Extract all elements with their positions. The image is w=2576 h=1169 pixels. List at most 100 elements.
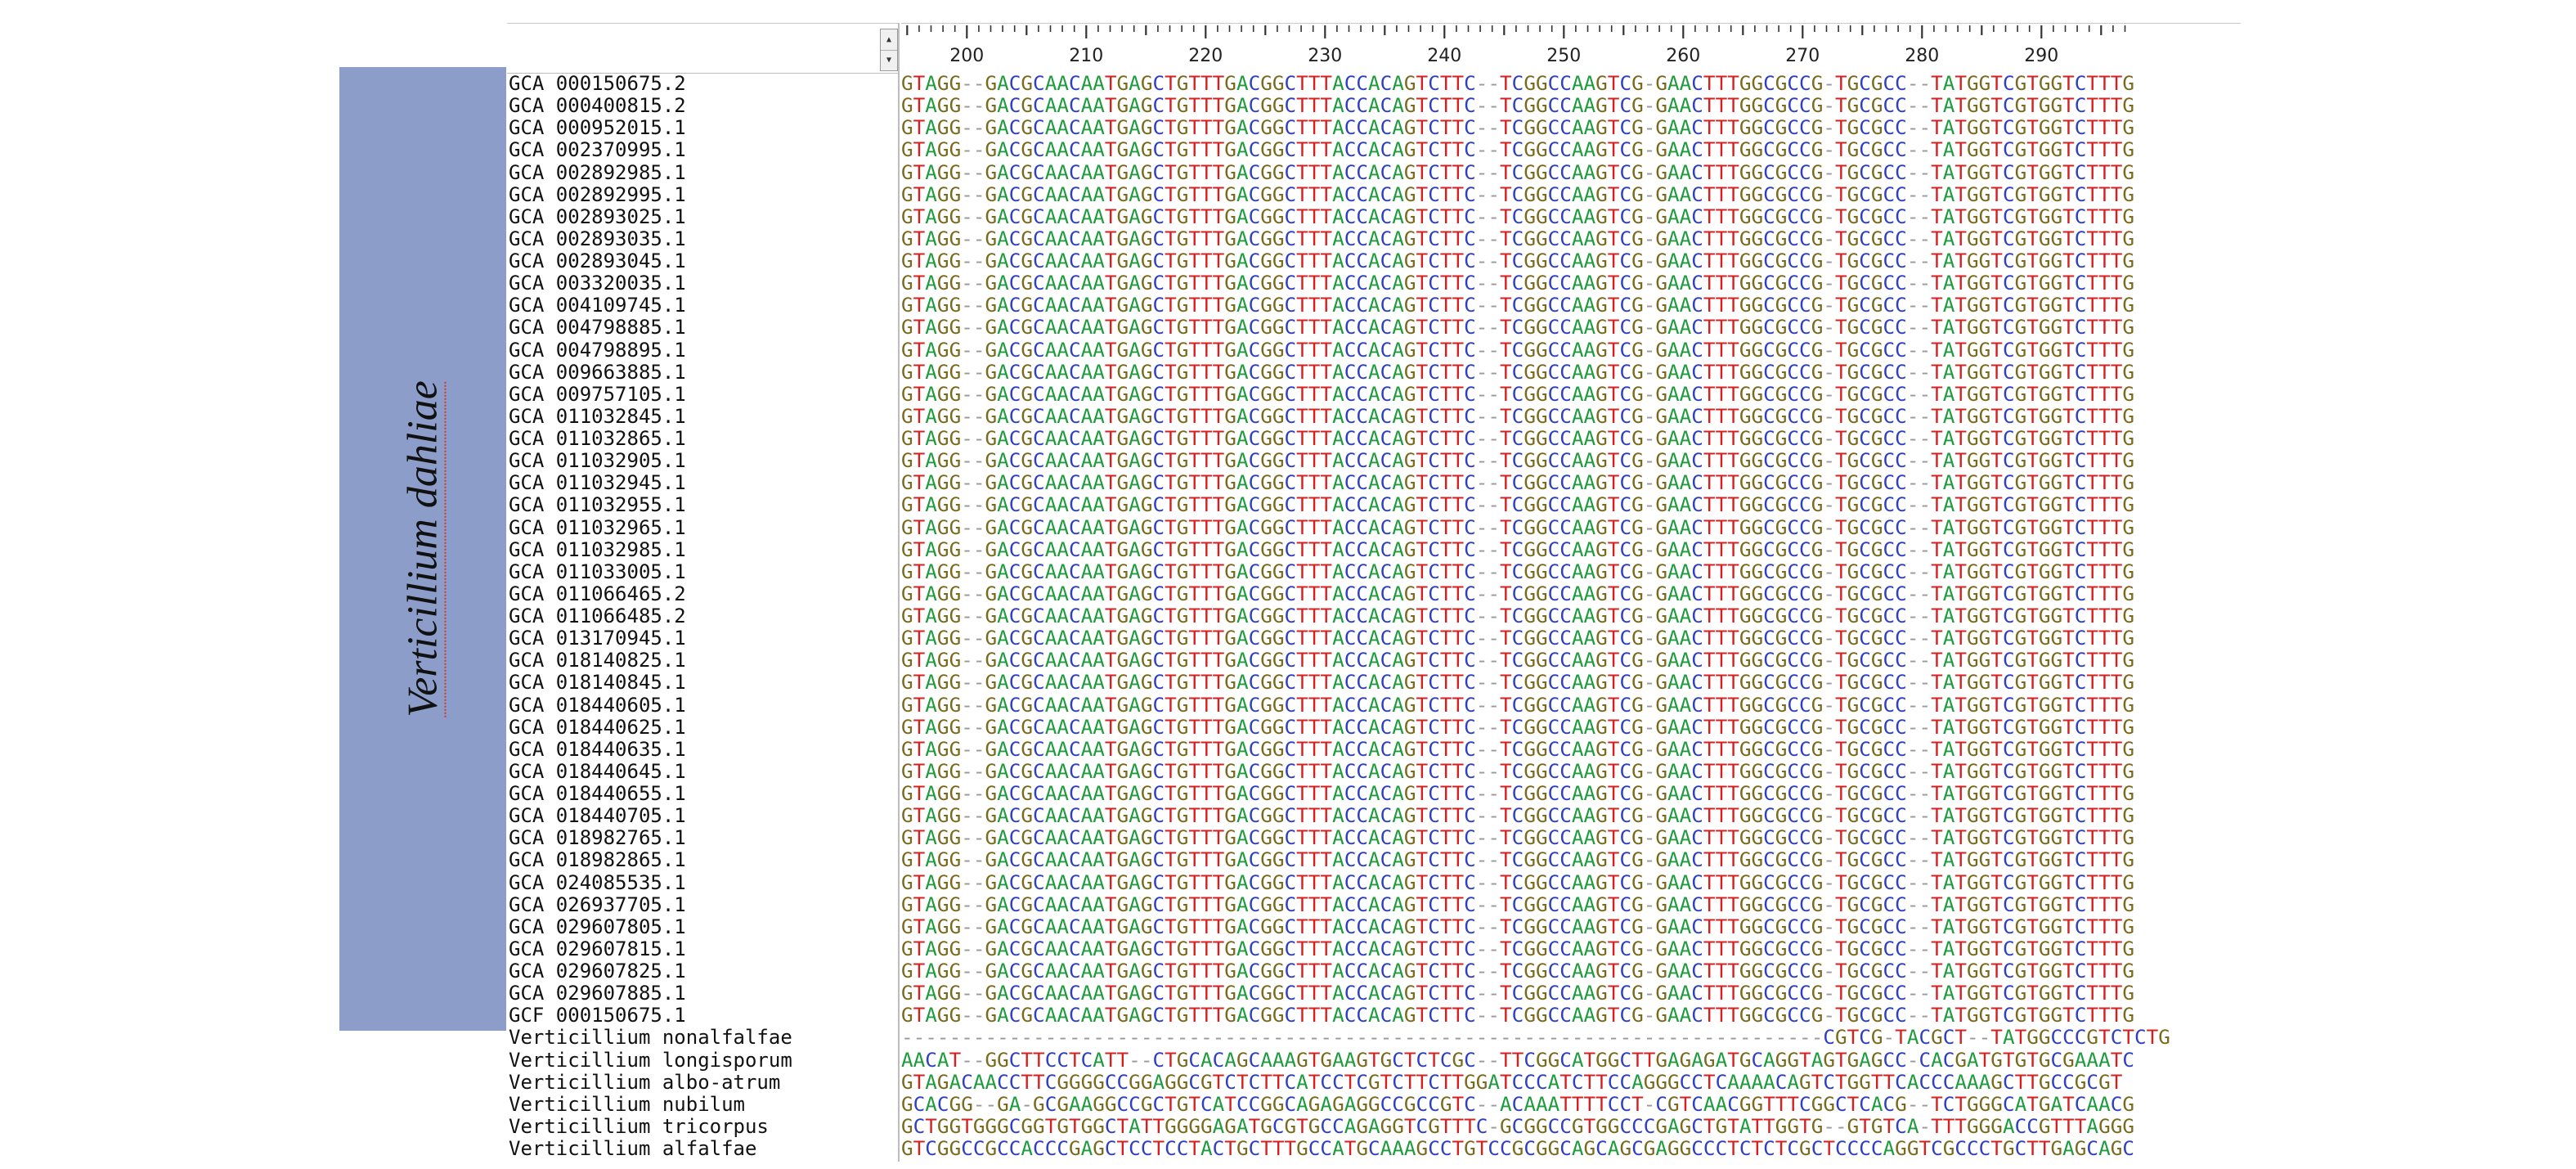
- alignment-row[interactable]: GTAGG--GACGCAACAATGAGCTGTTTGACGGCTTTACCA…: [901, 471, 2134, 494]
- alignment-row[interactable]: GTAGG--GACGCAACAATGAGCTGTTTGACGGCTTTACCA…: [901, 627, 2134, 650]
- alignment-row[interactable]: ----------------------------------------…: [901, 1026, 2170, 1049]
- alignment-row[interactable]: GCTGGTGGGCGGTGTGGCTATTGGGGAGATGCGTGCCAGA…: [901, 1114, 2134, 1137]
- sequence-name[interactable]: GCA 009757105.1: [509, 383, 686, 406]
- sequence-name[interactable]: GCA 018440605.1: [509, 694, 686, 717]
- scroll-up-arrow-icon[interactable]: ▲: [881, 29, 897, 51]
- alignment-row[interactable]: GTAGG--GACGCAACAATGAGCTGTTTGACGGCTTTACCA…: [901, 272, 2134, 294]
- sequence-name[interactable]: GCA 002892995.1: [509, 183, 686, 206]
- alignment-row[interactable]: AACAT--GGCTTCCTCATT--CTGCACAGCAAAGTGAAGT…: [901, 1048, 2134, 1071]
- sequence-name[interactable]: GCA 004798885.1: [509, 317, 686, 339]
- sequence-name[interactable]: GCA 013170945.1: [509, 627, 686, 650]
- panel-divider[interactable]: [898, 23, 900, 1162]
- sequence-name[interactable]: GCA 011032955.1: [509, 494, 686, 517]
- alignment-row[interactable]: GTAGG--GACGCAACAATGAGCTGTTTGACGGCTTTACCA…: [901, 804, 2134, 827]
- alignment-row[interactable]: GTAGG--GACGCAACAATGAGCTGTTTGACGGCTTTACCA…: [901, 493, 2134, 516]
- sequence-name[interactable]: GCA 004798895.1: [509, 339, 686, 362]
- alignment-row[interactable]: GTAGG--GACGCAACAATGAGCTGTTTGACGGCTTTACCA…: [901, 582, 2134, 605]
- alignment-panel[interactable]: GTAGG--GACGCAACAATGAGCTGTTTGACGGCTTTACCA…: [901, 72, 2241, 1162]
- alignment-row[interactable]: GTAGG--GACGCAACAATGAGCTGTTTGACGGCTTTACCA…: [901, 826, 2134, 849]
- alignment-row[interactable]: GTAGG--GACGCAACAATGAGCTGTTTGACGGCTTTACCA…: [901, 427, 2134, 450]
- alignment-row[interactable]: GTAGG--GACGCAACAATGAGCTGTTTGACGGCTTTACCA…: [901, 782, 2134, 805]
- sequence-name[interactable]: GCA 026937705.1: [509, 893, 686, 916]
- sequence-name[interactable]: Verticillium tricorpus: [509, 1115, 769, 1138]
- alignment-row[interactable]: GTAGG--GACGCAACAATGAGCTGTTTGACGGCTTTACCA…: [901, 1004, 2134, 1027]
- alignment-row[interactable]: GTAGG--GACGCAACAATGAGCTGTTTGACGGCTTTACCA…: [901, 693, 2134, 716]
- alignment-row[interactable]: GTAGG--GACGCAACAATGAGCTGTTTGACGGCTTTACCA…: [901, 182, 2134, 205]
- sequence-name[interactable]: GCA 011066465.2: [509, 582, 686, 605]
- sequence-name[interactable]: GCA 018982865.1: [509, 849, 686, 872]
- alignment-row[interactable]: GTAGG--GACGCAACAATGAGCTGTTTGACGGCTTTACCA…: [901, 892, 2134, 915]
- alignment-row[interactable]: GTAGG--GACGCAACAATGAGCTGTTTGACGGCTTTACCA…: [901, 870, 2134, 893]
- sequence-name[interactable]: GCA 009663885.1: [509, 361, 686, 384]
- alignment-row[interactable]: GTAGG--GACGCAACAATGAGCTGTTTGACGGCTTTACCA…: [901, 537, 2134, 560]
- sequence-name[interactable]: GCA 003320035.1: [509, 272, 686, 295]
- sequence-name[interactable]: GCA 000952015.1: [509, 117, 686, 140]
- sequence-name[interactable]: GCA 002370995.1: [509, 139, 686, 162]
- alignment-row[interactable]: GTAGG--GACGCAACAATGAGCTGTTTGACGGCTTTACCA…: [901, 138, 2134, 161]
- alignment-row[interactable]: GTAGG--GACGCAACAATGAGCTGTTTGACGGCTTTACCA…: [901, 605, 2134, 627]
- sequence-name[interactable]: Verticillium alfalfae: [509, 1138, 757, 1160]
- alignment-row[interactable]: GTAGG--GACGCAACAATGAGCTGTTTGACGGCTTTACCA…: [901, 915, 2134, 937]
- sequence-name[interactable]: GCA 002893035.1: [509, 227, 686, 250]
- sequence-name[interactable]: GCA 024085535.1: [509, 871, 686, 894]
- alignment-row[interactable]: GTAGG--GACGCAACAATGAGCTGTTTGACGGCTTTACCA…: [901, 737, 2134, 760]
- sequence-name[interactable]: GCA 011032945.1: [509, 472, 686, 495]
- alignment-row[interactable]: GTAGG--GACGCAACAATGAGCTGTTTGACGGCTTTACCA…: [901, 294, 2134, 317]
- sequence-name[interactable]: Verticillium nonalfalfae: [509, 1027, 792, 1050]
- alignment-row[interactable]: GTAGG--GACGCAACAATGAGCTGTTTGACGGCTTTACCA…: [901, 72, 2134, 95]
- sequence-name[interactable]: GCA 029607815.1: [509, 937, 686, 960]
- alignment-row[interactable]: GTAGG--GACGCAACAATGAGCTGTTTGACGGCTTTACCA…: [901, 404, 2134, 427]
- alignment-row[interactable]: GTAGG--GACGCAACAATGAGCTGTTTGACGGCTTTACCA…: [901, 560, 2134, 582]
- alignment-row[interactable]: GTAGG--GACGCAACAATGAGCTGTTTGACGGCTTTACCA…: [901, 316, 2134, 339]
- sequence-name[interactable]: Verticillium albo-atrum: [509, 1071, 781, 1094]
- alignment-row[interactable]: AACGC--GACTAAATCATTCCCCCACCCACTGTCCGCAGA…: [901, 1159, 2241, 1162]
- sequence-name[interactable]: Verticillium nubilum: [509, 1093, 745, 1116]
- sequence-name[interactable]: GCA 011033005.1: [509, 560, 686, 583]
- alignment-row[interactable]: GTAGG--GACGCAACAATGAGCTGTTTGACGGCTTTACCA…: [901, 338, 2134, 361]
- alignment-row[interactable]: GTAGG--GACGCAACAATGAGCTGTTTGACGGCTTTACCA…: [901, 848, 2134, 871]
- alignment-row[interactable]: GTAGG--GACGCAACAATGAGCTGTTTGACGGCTTTACCA…: [901, 937, 2134, 960]
- sequence-name[interactable]: GCA 018440645.1: [509, 760, 686, 783]
- sequence-name[interactable]: GCA 002892985.1: [509, 161, 686, 184]
- alignment-row[interactable]: GTAGG--GACGCAACAATGAGCTGTTTGACGGCTTTACCA…: [901, 982, 2134, 1005]
- sequence-name[interactable]: GCA 018440635.1: [509, 738, 686, 761]
- alignment-row[interactable]: GCACGG--GA-GCGAAGGCCGCTGTCATCCGGCAGAGAGG…: [901, 1092, 2134, 1115]
- sequence-name[interactable]: GCA 029607885.1: [509, 982, 686, 1005]
- alignment-row[interactable]: GTAGG--GACGCAACAATGAGCTGTTTGACGGCTTTACCA…: [901, 94, 2134, 117]
- alignment-row[interactable]: GTAGACAACCTTCGGGGCCGGAGGCGTCTCTTCATCCTCG…: [901, 1070, 2123, 1093]
- sequence-name[interactable]: GCA 018440705.1: [509, 805, 686, 828]
- alignment-row[interactable]: GTAGG--GACGCAACAATGAGCTGTTTGACGGCTTTACCA…: [901, 205, 2134, 227]
- alignment-row[interactable]: GTAGG--GACGCAACAATGAGCTGTTTGACGGCTTTACCA…: [901, 227, 2134, 250]
- sequence-name[interactable]: GCA 018440625.1: [509, 716, 686, 739]
- sequence-name[interactable]: GCA 011032865.1: [509, 428, 686, 450]
- sequence-name[interactable]: GCA 018140825.1: [509, 650, 686, 672]
- alignment-row[interactable]: GTAGG--GACGCAACAATGAGCTGTTTGACGGCTTTACCA…: [901, 515, 2134, 538]
- sequence-name[interactable]: Verticillium longisporum: [509, 1049, 792, 1072]
- sequence-name[interactable]: GCA 011032845.1: [509, 405, 686, 428]
- sequence-name[interactable]: GCA 011032905.1: [509, 450, 686, 473]
- sequence-name[interactable]: GCA 002893045.1: [509, 250, 686, 272]
- sequence-name[interactable]: GCA 011032985.1: [509, 538, 686, 561]
- alignment-row[interactable]: GTAGG--GACGCAACAATGAGCTGTTTGACGGCTTTACCA…: [901, 759, 2134, 782]
- alignment-row[interactable]: GTAGG--GACGCAACAATGAGCTGTTTGACGGCTTTACCA…: [901, 649, 2134, 672]
- alignment-row[interactable]: GTAGG--GACGCAACAATGAGCTGTTTGACGGCTTTACCA…: [901, 449, 2134, 472]
- vertical-scrollbar[interactable]: ▲ ▼: [880, 29, 898, 71]
- sequence-name[interactable]: GCA 029607805.1: [509, 915, 686, 938]
- sequence-name[interactable]: GCA 002893025.1: [509, 205, 686, 228]
- alignment-row[interactable]: GTAGG--GACGCAACAATGAGCTGTTTGACGGCTTTACCA…: [901, 960, 2134, 982]
- alignment-row[interactable]: GTCGGCCGCCACCCGAGCTCCTCCTACTGCTTTGCCATGC…: [901, 1137, 2134, 1160]
- sequence-name[interactable]: GCA 018982765.1: [509, 827, 686, 850]
- sequence-name[interactable]: GCA 000400815.2: [509, 95, 686, 118]
- sequence-name[interactable]: GCA 011032965.1: [509, 516, 686, 539]
- sequence-name[interactable]: GCA 018440655.1: [509, 783, 686, 805]
- sequence-name[interactable]: GCA 000150675.2: [509, 73, 686, 95]
- alignment-row[interactable]: GTAGG--GACGCAACAATGAGCTGTTTGACGGCTTTACCA…: [901, 715, 2134, 738]
- sequence-name[interactable]: GCF 000150675.1: [509, 1005, 686, 1027]
- sequence-name[interactable]: GCA 011066485.2: [509, 605, 686, 627]
- alignment-row[interactable]: GTAGG--GACGCAACAATGAGCTGTTTGACGGCTTTACCA…: [901, 382, 2134, 405]
- alignment-row[interactable]: GTAGG--GACGCAACAATGAGCTGTTTGACGGCTTTACCA…: [901, 160, 2134, 183]
- sequence-name[interactable]: GCA 004109745.1: [509, 294, 686, 317]
- alignment-row[interactable]: GTAGG--GACGCAACAATGAGCTGTTTGACGGCTTTACCA…: [901, 250, 2134, 272]
- scroll-down-arrow-icon[interactable]: ▼: [886, 56, 892, 65]
- alignment-row[interactable]: GTAGG--GACGCAACAATGAGCTGTTTGACGGCTTTACCA…: [901, 116, 2134, 139]
